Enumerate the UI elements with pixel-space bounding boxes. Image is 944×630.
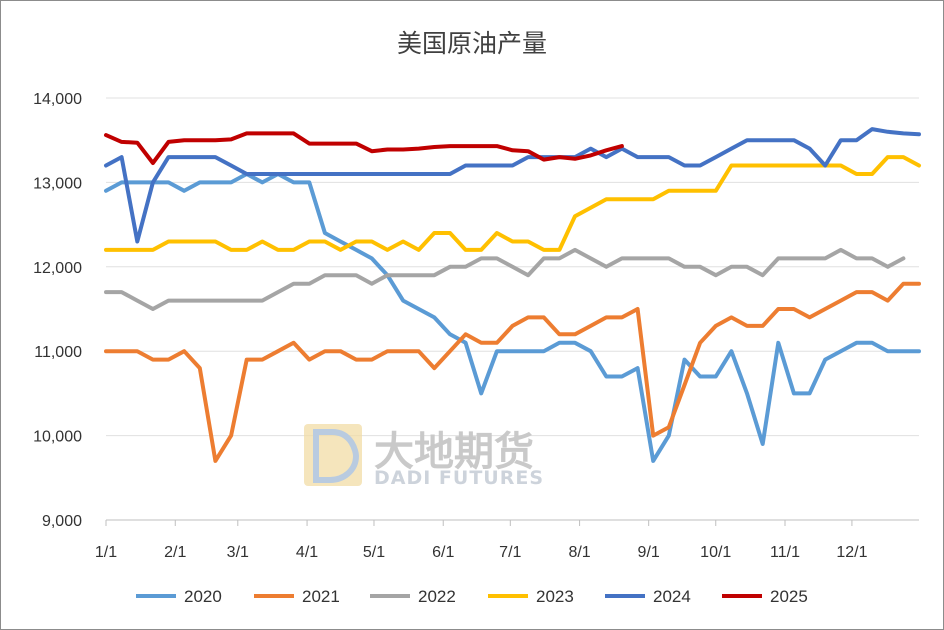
x-tick-label: 2/1: [164, 544, 186, 561]
x-tick-label: 9/1: [638, 544, 660, 561]
legend-label-2023: 2023: [536, 587, 574, 606]
chart-title: 美国原油产量: [396, 29, 547, 58]
x-tick-label: 7/1: [499, 544, 521, 561]
y-tick-label: 14,000: [33, 91, 82, 108]
series-lines: [104, 127, 921, 463]
x-tick-label: 11/1: [770, 544, 800, 561]
x-tick-label: 4/1: [296, 544, 318, 561]
legend: 2020 2021 2022 2023 2024 2025: [136, 587, 808, 606]
watermark-emblem-icon: [304, 424, 362, 486]
y-tick-label: 13,000: [33, 175, 82, 192]
legend-label-2025: 2025: [770, 587, 808, 606]
y-tick-label: 11,000: [34, 344, 82, 361]
y-tick-label: 9,000: [42, 513, 82, 530]
legend-label-2024: 2024: [653, 587, 691, 606]
legend-label-2022: 2022: [418, 587, 456, 606]
x-tick-label: 12/1: [836, 544, 867, 561]
watermark-en: DADI FUTURES: [374, 467, 544, 489]
series-line-2023: [104, 155, 921, 252]
y-tick-label: 12,000: [33, 260, 82, 277]
x-tick-label: 5/1: [363, 544, 385, 561]
x-tick-label: 8/1: [568, 544, 590, 561]
x-tick-label: 3/1: [227, 544, 249, 561]
legend-label-2020: 2020: [184, 587, 222, 606]
x-tick-labels: 1/1 2/1 3/1 4/1 5/1 6/1 7/1 8/1 9/1 10/1 11/1 12/1: [95, 544, 868, 561]
watermark-cn: 大地期货: [374, 429, 534, 475]
legend-label-2021: 2021: [302, 587, 340, 606]
watermark-logo: 大地期货 DADI FUTURES: [304, 424, 544, 489]
y-tick-label: 10,000: [33, 429, 82, 446]
series-line-2024: [104, 127, 921, 244]
series-line-2025: [104, 131, 624, 165]
series-line-2021: [104, 281, 921, 463]
x-tick-label: 6/1: [432, 544, 454, 561]
y-tick-labels: 9,000 10,000 11,000 12,000 13,000 14,000: [33, 91, 82, 530]
x-tick-label: 10/1: [700, 544, 731, 561]
series-line-2022: [104, 247, 906, 311]
series-line-2020: [104, 172, 921, 463]
x-tick-label: 1/1: [95, 544, 117, 561]
axes: [105, 519, 919, 526]
